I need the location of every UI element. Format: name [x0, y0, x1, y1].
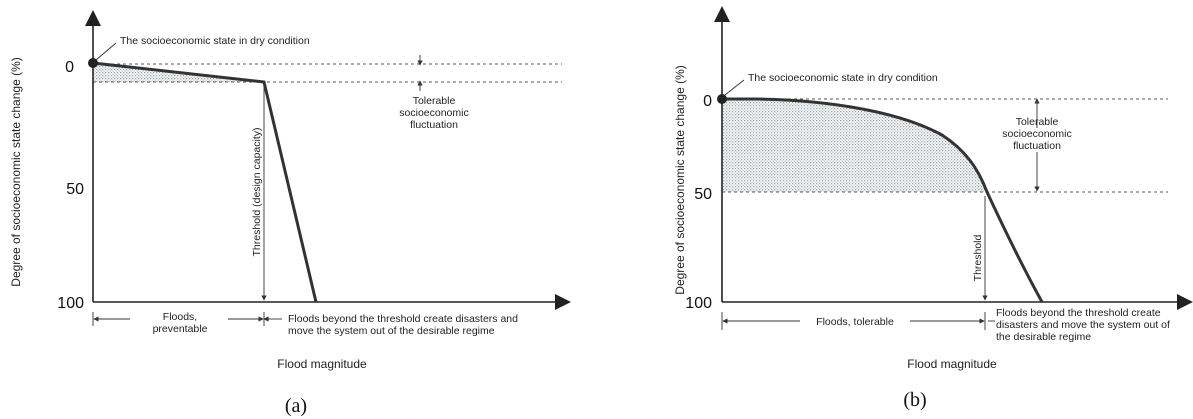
panel-a-dry-state-label: The socioeconomic state in dry condition: [120, 35, 310, 47]
panel-b-xlabel: Flood magnitude: [907, 357, 997, 371]
panel-b-right-range-label-3: the desirable regime: [996, 331, 1091, 343]
panel-a-left-range-label-2: preventable: [153, 323, 208, 335]
panel-a-state-curve: [92, 61, 318, 303]
panel-a: Degree of socioeconomic state change (%)…: [9, 10, 571, 417]
panel-a-ytick-0: 0: [65, 59, 74, 76]
panel-a-right-range-label-2: move the system out of the desirable reg…: [288, 325, 495, 337]
panel-a-ylabel: Degree of socioeconomic state change (%): [9, 57, 23, 286]
panel-a-tolerable-label-3: fluctuation: [410, 119, 458, 131]
panel-b-left-range-label-1: Floods, tolerable: [816, 316, 894, 328]
panel-b-state-curve: [722, 97, 1044, 303]
panel-a-right-range-label-1: Floods beyond the threshold create disas…: [288, 313, 518, 325]
panel-b-tolerable-region: [722, 99, 987, 192]
panel-b-dry-state-label: The socioeconomic state in dry condition: [748, 72, 938, 84]
panel-a-ytick-100: 100: [57, 295, 84, 312]
panel-b-tolerable-label-1: Tolerable: [1016, 116, 1059, 128]
panel-b-ytick-100: 100: [685, 295, 712, 312]
panel-a-threshold-label: Threshold (design capacity): [251, 128, 263, 257]
panel-a-tolerable-label-2: socioeconomic: [399, 107, 468, 119]
panel-b-threshold-label: Threshold: [972, 235, 984, 282]
panel-b-caption: (b): [903, 389, 926, 411]
panel-b-dry-state-point: [717, 94, 727, 104]
panel-a-caption: (a): [285, 395, 307, 417]
panel-b-dry-state-leader: [724, 79, 745, 96]
panel-b-tolerable-label-3: fluctuation: [1013, 140, 1061, 152]
panel-b-right-range-label-2: disasters and move the system out of: [996, 319, 1170, 331]
panel-a-left-range-label-1: Floods,: [163, 311, 197, 323]
panel-b-ytick-0: 0: [703, 93, 712, 110]
panel-a-tolerable-label-1: Tolerable: [413, 95, 456, 107]
panel-b-tolerable-label-2: socioeconomic: [1002, 128, 1071, 140]
panel-b-right-range-label-1: Floods beyond the threshold create: [996, 307, 1161, 319]
panel-a-dry-state-point: [88, 58, 98, 68]
panel-a-dry-state-leader: [95, 42, 117, 61]
panel-b-ytick-50: 50: [694, 186, 712, 203]
panel-a-xlabel: Flood magnitude: [277, 357, 367, 371]
panel-b-ylabel: Degree of socioeconomic state change (%): [673, 65, 687, 294]
panel-b: Degree of socioeconomic state change (%)…: [673, 6, 1193, 411]
panel-a-ytick-50: 50: [66, 181, 84, 198]
